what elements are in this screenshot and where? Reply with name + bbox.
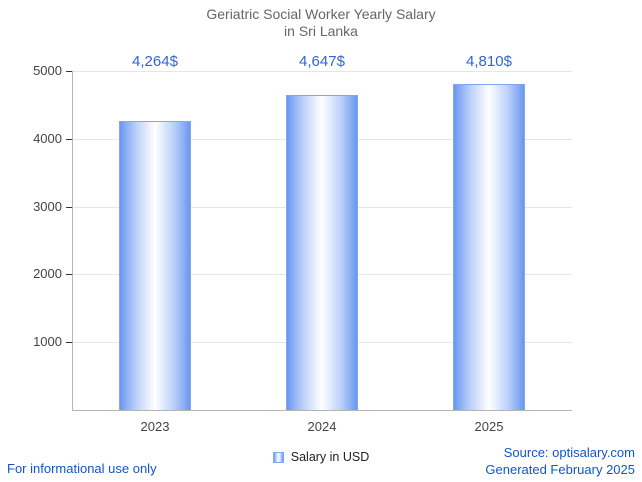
y-axis-tick (66, 342, 72, 344)
bar[interactable] (453, 84, 525, 410)
x-axis-label: 2024 (307, 419, 337, 434)
chart-title: Geriatric Social Worker Yearly Salary in… (0, 6, 642, 40)
y-axis-line (72, 71, 73, 410)
y-axis-label: 3000 (33, 198, 62, 214)
x-axis-label: 2025 (474, 419, 504, 434)
bar-value-label: 4,647$ (299, 53, 345, 70)
bar[interactable] (286, 95, 358, 410)
x-axis-label: 2023 (140, 419, 170, 434)
legend: Salary in USD (0, 450, 642, 464)
y-axis-tick (66, 206, 72, 208)
y-axis-label: 5000 (33, 63, 62, 78)
bar-value-label: 4,810$ (466, 53, 512, 70)
bar[interactable] (119, 121, 191, 410)
x-axis-baseline (72, 410, 572, 411)
y-axis-label: 4000 (33, 130, 62, 146)
legend-label: Salary in USD (290, 450, 370, 464)
y-axis-tick (66, 71, 72, 72)
disclaimer-text: For informational use only (7, 461, 157, 476)
bar-value-label: 4,264$ (132, 53, 178, 70)
legend-swatch-icon (272, 451, 284, 463)
generated-date: Generated February 2025 (485, 462, 635, 477)
y-axis-tick (66, 274, 72, 276)
y-axis-label: 2000 (33, 266, 62, 282)
gridline (73, 71, 572, 72)
chart-title-line1: Geriatric Social Worker Yearly Salary (206, 6, 436, 22)
source-link[interactable]: Source: optisalary.com (503, 445, 635, 460)
y-axis-label: 1000 (33, 334, 62, 350)
footer-source: Source: optisalary.com Generated Februar… (485, 444, 635, 478)
chart-title-line2: in Sri Lanka (284, 23, 358, 39)
y-axis-tick (66, 138, 72, 140)
